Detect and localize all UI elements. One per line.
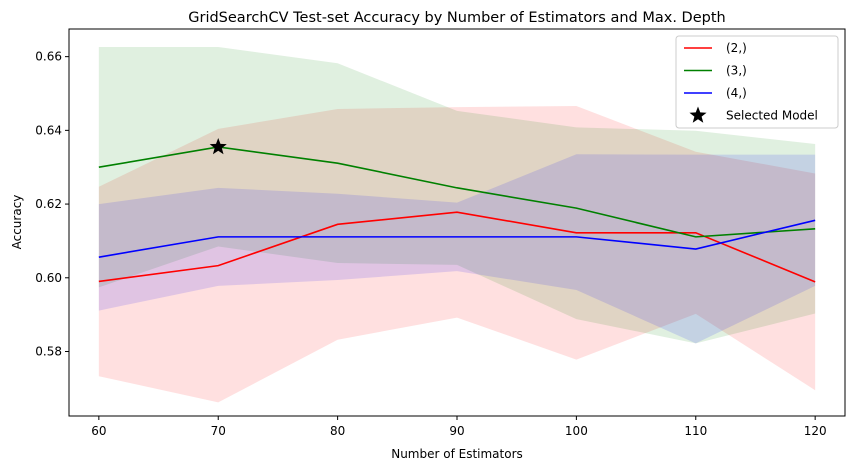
x-tick-label: 110 — [684, 424, 707, 438]
band-series-3 — [98, 154, 816, 344]
x-tick-label: 80 — [330, 424, 345, 438]
y-tick-label: 0.66 — [35, 50, 62, 64]
x-tick-label: 90 — [449, 424, 464, 438]
selected-model-star-icon — [209, 137, 227, 155]
legend-label-selected-model: Selected Model — [726, 109, 818, 123]
y-tick-label: 0.60 — [35, 271, 62, 285]
y-axis-label: Accuracy — [10, 195, 24, 250]
x-tick-label: 60 — [91, 424, 106, 438]
line-series-1 — [98, 211, 816, 283]
x-tick-label: 70 — [211, 424, 226, 438]
legend-label-3: (4,) — [726, 86, 747, 100]
band-series-2 — [98, 47, 816, 344]
y-tick-label: 0.64 — [35, 123, 62, 137]
x-tick-label: 120 — [804, 424, 827, 438]
y-tick-label: 0.58 — [35, 345, 62, 359]
legend: (2,) (3,) (4,) Selected Model — [675, 35, 839, 129]
legend-label-2: (3,) — [726, 64, 747, 78]
y-tick-label: 0.62 — [35, 197, 62, 211]
marker-layer — [209, 137, 227, 155]
band-series-1 — [98, 106, 816, 403]
legend-star-icon — [689, 106, 707, 123]
chart-title: GridSearchCV Test-set Accuracy by Number… — [188, 10, 725, 26]
legend-box — [675, 35, 839, 129]
legend-label-1: (2,) — [726, 41, 747, 55]
line-series-3 — [98, 219, 816, 258]
x-axis: 60 70 80 90 100 110 120 — [91, 416, 827, 438]
x-tick-label: 100 — [565, 424, 588, 438]
y-axis: 0.58 0.60 0.62 0.64 0.66 — [35, 50, 69, 359]
x-axis-label: Number of Estimators — [391, 447, 523, 461]
bands-layer — [98, 47, 816, 403]
